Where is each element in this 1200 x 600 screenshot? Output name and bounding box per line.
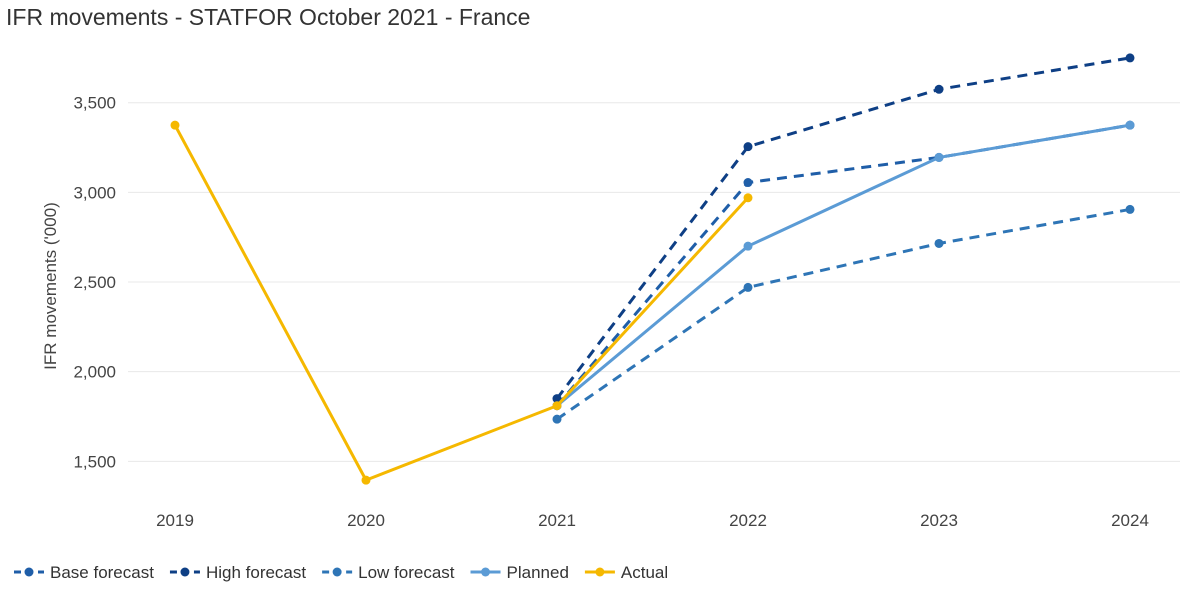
data-point-low-forecast <box>1125 204 1135 214</box>
x-tick-label: 2023 <box>920 511 958 530</box>
y-tick-label: 2,500 <box>73 273 116 292</box>
legend-label: Planned <box>507 563 569 582</box>
data-point-low-forecast <box>552 414 562 424</box>
legend-marker <box>595 567 605 577</box>
y-axis-ticks: 1,500 2,000 2,500 3,000 3,500 <box>73 94 116 472</box>
legend-label: High forecast <box>206 563 306 582</box>
x-tick-label: 2024 <box>1111 511 1149 530</box>
legend-item-low-forecast[interactable]: Low forecast <box>322 563 455 582</box>
data-point-low-forecast <box>934 238 944 248</box>
series-high-forecast <box>552 53 1135 404</box>
data-point-high-forecast <box>743 142 753 152</box>
series-actual <box>170 120 753 485</box>
data-point-planned <box>934 152 944 162</box>
legend-item-planned[interactable]: Planned <box>470 563 569 582</box>
legend-item-actual[interactable]: Actual <box>584 563 668 582</box>
legend-label: Low forecast <box>358 563 455 582</box>
series-line-actual <box>173 124 750 482</box>
legend-label: Base forecast <box>50 563 154 582</box>
y-axis-title: IFR movements ('000) <box>41 202 60 370</box>
data-point-high-forecast <box>934 84 944 94</box>
legend-item-high-forecast[interactable]: High forecast <box>169 563 306 582</box>
legend-item-base-forecast[interactable]: Base forecast <box>14 563 154 582</box>
data-point-actual <box>743 193 753 203</box>
y-tick-label: 3,500 <box>73 94 116 113</box>
data-point-actual <box>361 475 371 485</box>
legend-marker <box>24 567 34 577</box>
data-point-high-forecast <box>552 394 562 404</box>
series-line-planned <box>556 123 1131 407</box>
series-low-forecast <box>552 204 1135 424</box>
x-tick-label: 2022 <box>729 511 767 530</box>
y-tick-label: 3,000 <box>73 183 116 202</box>
data-point-planned <box>743 241 753 251</box>
legend-marker <box>481 567 491 577</box>
series-line-low-forecast <box>556 207 1131 421</box>
data-point-actual <box>552 401 562 411</box>
series-line-high-forecast <box>555 56 1131 400</box>
series-lines <box>170 53 1135 485</box>
chart-title: IFR movements - STATFOR October 2021 - F… <box>6 4 531 30</box>
data-point-actual <box>170 120 180 130</box>
legend-label: Actual <box>621 563 668 582</box>
data-point-base-forecast <box>743 178 753 188</box>
x-tick-label: 2019 <box>156 511 194 530</box>
legend-marker <box>180 567 190 577</box>
legend-marker <box>332 567 342 577</box>
data-point-low-forecast <box>743 282 753 292</box>
data-point-high-forecast <box>1125 53 1135 63</box>
data-point-planned <box>1125 120 1135 130</box>
x-tick-label: 2021 <box>538 511 576 530</box>
legend: Base forecast High forecast Low forecast Pl… <box>14 563 668 582</box>
y-tick-label: 2,000 <box>73 363 116 382</box>
x-tick-label: 2020 <box>347 511 385 530</box>
gridlines <box>128 102 1180 462</box>
y-tick-label: 1,500 <box>73 452 116 471</box>
x-axis-ticks: 2019 2020 2021 2022 2023 2024 <box>156 511 1149 530</box>
